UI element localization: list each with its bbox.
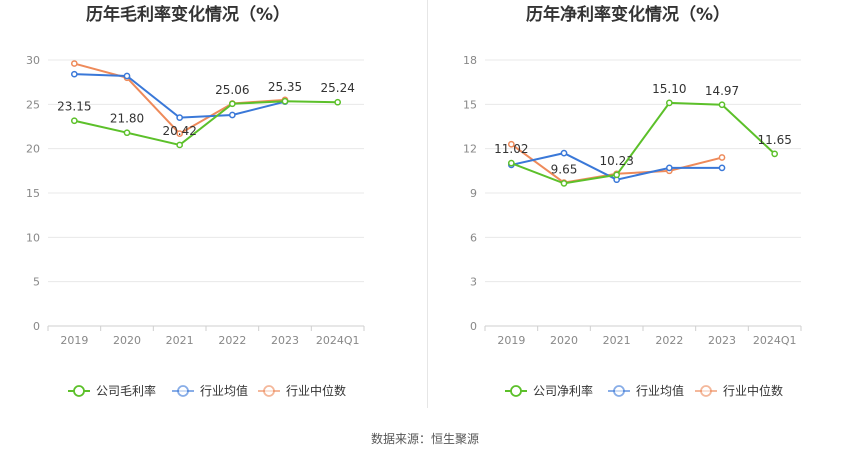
data-point xyxy=(228,100,236,108)
chart-title: 历年净利率变化情况（%） xyxy=(526,4,730,25)
y-tick-label: 0 xyxy=(33,320,40,333)
chart-title: 历年毛利率变化情况（%） xyxy=(86,4,290,25)
data-source: 数据来源：恒生聚源 xyxy=(370,432,479,446)
y-tick-label: 15 xyxy=(463,98,477,111)
x-tick-label: 2022 xyxy=(655,334,683,347)
legend-marker xyxy=(613,385,625,397)
data-point xyxy=(507,140,515,148)
data-label: 23.15 xyxy=(57,100,91,114)
x-tick-label: 2019 xyxy=(497,334,525,347)
data-point xyxy=(123,72,131,80)
gross-margin-chart: 历年毛利率变化情况（%） 0 5 10 15 20 25 30 2019 2020 2021 2022… xyxy=(26,4,365,398)
data-point xyxy=(281,97,289,105)
data-label: 11.65 xyxy=(757,133,791,147)
y-tick-label: 12 xyxy=(463,143,477,156)
panel-divider xyxy=(427,0,428,408)
data-label: 20.42 xyxy=(162,124,196,138)
data-point xyxy=(560,180,568,187)
legend-label: 行业中位数 xyxy=(723,383,783,398)
data-point xyxy=(176,130,184,137)
y-tick-label: 20 xyxy=(26,143,40,156)
legend-marker xyxy=(700,385,712,397)
data-point xyxy=(176,141,184,149)
y-tick-label: 10 xyxy=(26,231,40,244)
x-tick-label: 2020 xyxy=(550,334,578,347)
data-point xyxy=(176,114,184,121)
legend-label: 行业均值 xyxy=(200,383,248,398)
data-point xyxy=(70,60,78,67)
data-label: 14.97 xyxy=(705,84,739,98)
series-line xyxy=(74,73,286,119)
y-tick-label: 3 xyxy=(470,276,477,289)
x-tick-label: 2021 xyxy=(603,334,631,347)
legend-marker xyxy=(177,385,189,397)
y-tick-label: 30 xyxy=(26,54,40,67)
legend-label: 公司毛利率 xyxy=(96,383,156,398)
data-point xyxy=(70,117,78,125)
y-tick-label: 9 xyxy=(470,187,477,200)
net-margin-chart: 历年净利率变化情况（%） 0 3 6 9 12 15 18 2019 2020 2021 2022 20… xyxy=(463,4,802,398)
data-point xyxy=(123,129,131,137)
legend-marker xyxy=(73,385,85,397)
y-tick-label: 15 xyxy=(26,187,40,200)
data-label: 11.02 xyxy=(494,142,528,156)
data-point xyxy=(665,99,673,107)
data-label: 15.10 xyxy=(652,82,686,96)
legend-marker xyxy=(263,385,275,397)
data-point xyxy=(613,171,621,179)
data-point xyxy=(334,98,342,106)
data-point xyxy=(70,70,78,78)
data-point xyxy=(665,164,673,172)
x-tick-label: 2020 xyxy=(113,334,141,347)
legend-marker xyxy=(510,385,522,397)
data-point xyxy=(718,164,726,172)
data-point xyxy=(771,150,779,158)
x-tick-label: 2022 xyxy=(218,334,246,347)
data-label: 9.65 xyxy=(551,162,578,176)
data-label: 25.24 xyxy=(320,81,354,95)
legend-label: 公司净利率 xyxy=(533,383,593,398)
y-tick-label: 25 xyxy=(26,98,40,111)
x-tick-label: 2024Q1 xyxy=(753,334,797,347)
data-point xyxy=(718,154,726,161)
legend-label: 行业均值 xyxy=(636,383,684,398)
legend-label: 行业中位数 xyxy=(286,383,346,398)
y-tick-label: 6 xyxy=(470,231,477,244)
y-tick-label: 5 xyxy=(33,276,40,289)
series-line xyxy=(510,101,776,185)
data-label: 21.80 xyxy=(110,112,144,126)
data-label: 25.35 xyxy=(268,80,302,94)
data-label: 10.23 xyxy=(599,154,633,168)
x-tick-label: 2019 xyxy=(60,334,88,347)
x-tick-label: 2024Q1 xyxy=(316,334,360,347)
data-point xyxy=(560,149,568,157)
y-tick-label: 0 xyxy=(470,320,477,333)
data-point xyxy=(228,111,236,119)
series-line xyxy=(74,100,338,147)
x-tick-label: 2023 xyxy=(271,334,299,347)
x-tick-label: 2021 xyxy=(166,334,194,347)
y-tick-label: 18 xyxy=(463,54,477,67)
data-point xyxy=(718,101,726,109)
data-label: 25.06 xyxy=(215,83,249,97)
x-tick-label: 2023 xyxy=(708,334,736,347)
data-point xyxy=(507,159,515,167)
